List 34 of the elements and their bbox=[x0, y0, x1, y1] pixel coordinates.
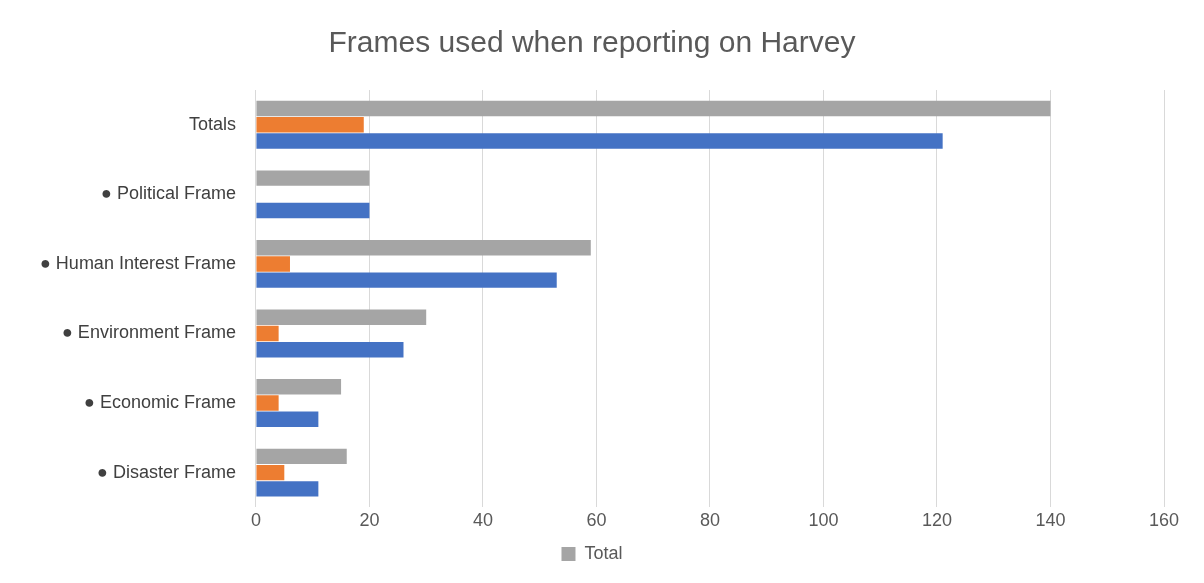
y-tick-label: ● Environment Frame bbox=[62, 322, 236, 343]
y-tick-label: ● Economic Frame bbox=[84, 392, 236, 413]
bar bbox=[256, 100, 1051, 117]
x-tick-label: 160 bbox=[1148, 510, 1180, 531]
bar bbox=[256, 309, 427, 325]
x-tick-label: 100 bbox=[808, 510, 839, 531]
y-tick-label: ● Human Interest Frame bbox=[40, 252, 236, 273]
x-tick-label: 140 bbox=[1035, 510, 1066, 531]
legend-label: Total bbox=[584, 542, 623, 563]
x-tick-label: 120 bbox=[921, 510, 953, 531]
x-tick-label: 0 bbox=[250, 510, 261, 531]
bar bbox=[256, 117, 364, 133]
bar bbox=[256, 325, 279, 342]
bar bbox=[256, 448, 347, 465]
bar bbox=[256, 202, 370, 219]
x-tick-label: 40 bbox=[472, 510, 493, 531]
bar bbox=[256, 464, 285, 481]
y-tick-label: Totals bbox=[188, 113, 236, 134]
bar bbox=[256, 272, 557, 288]
x-tick-label: 60 bbox=[586, 510, 607, 531]
y-tick-label: ● Political Frame bbox=[101, 183, 236, 204]
bar bbox=[256, 395, 279, 411]
bar bbox=[256, 379, 342, 395]
bar bbox=[256, 342, 404, 358]
y-tick-label: ● Disaster Frame bbox=[97, 461, 236, 482]
bar bbox=[256, 239, 591, 256]
bar bbox=[256, 256, 290, 272]
chart-title: Frames used when reporting on Harvey bbox=[328, 25, 856, 59]
bar bbox=[256, 170, 370, 186]
bar bbox=[256, 411, 319, 427]
x-tick-label: 80 bbox=[699, 510, 720, 531]
x-tick-label: 20 bbox=[359, 510, 380, 531]
bar bbox=[256, 481, 319, 497]
bar bbox=[256, 133, 943, 149]
